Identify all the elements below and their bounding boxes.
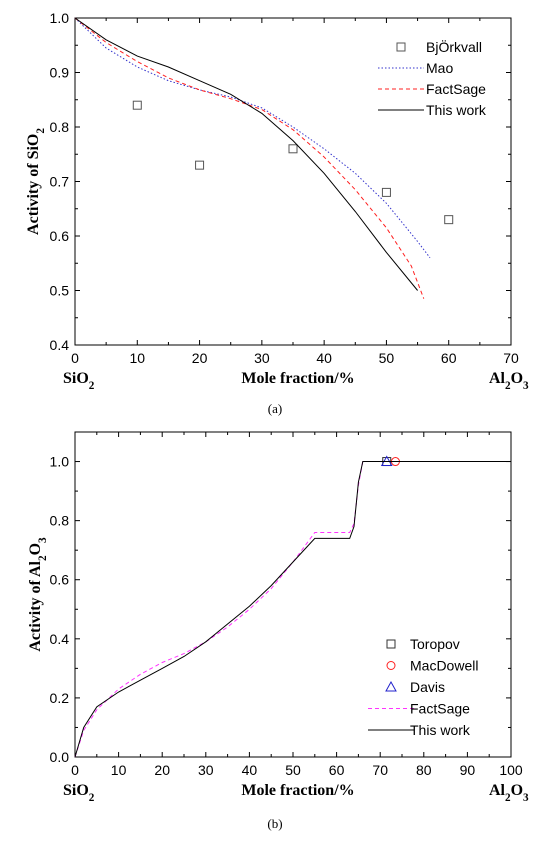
chart-a-legend-label-mao-1: Mao: [426, 60, 453, 76]
chart-a-series-bj-rkvall-0-point-4: [444, 215, 454, 225]
chart-a-series-bj-rkvall-0-point-3: [381, 187, 391, 197]
chart-b-legend-swatch-toropov-0: [386, 639, 396, 649]
chart-b-y-tick-label-2: 0.4: [50, 631, 70, 647]
chart-b-series-this-work-4-line: [74, 461, 511, 758]
chart-b-y-tick-label-4: 0.8: [50, 513, 70, 529]
chart-b-left-end-label-part-0: SiO: [63, 782, 89, 799]
chart-a-legend-label-factsage-2: FactSage: [426, 81, 486, 97]
chart-a-left-end-label: SiO2: [63, 370, 95, 392]
chart-a-left-end-label-part-0: SiO: [63, 370, 89, 387]
chart-a-legend-swatch-bj-rkvall-0: [396, 42, 406, 52]
chart-b-y-axis-label-part-3: 3: [37, 537, 49, 543]
chart-a-series-mao-1-line: [74, 17, 431, 259]
chart-a-right-end-label-part-2: O: [511, 370, 523, 387]
chart-a-x-tick-label-2: 20: [192, 350, 208, 366]
chart-b-x-tick-label-8: 80: [416, 762, 432, 778]
chart-a-series-bj-rkvall-0-point-2: [288, 144, 298, 154]
chart-a-y-axis-label-part-1: 2: [35, 128, 47, 134]
chart-a-series-factsage-2-line: [74, 17, 425, 299]
chart-a-y-tick-label-4: 0.8: [50, 119, 70, 135]
chart-b-legend-swatch-davis-2: [385, 680, 397, 692]
chart-b-x-tick-label-10: 100: [499, 762, 523, 778]
chart-a-legend-label-this-work-3: This work: [426, 102, 487, 118]
chart-a-right-end-label-part-1: 2: [505, 380, 511, 392]
chart-a-legend-label-bj-rkvall-0: BjÖrkvall: [426, 38, 482, 55]
chart-a-y-tick-label-2: 0.6: [50, 228, 70, 244]
chart-b-series-this-work-4: [74, 461, 511, 758]
chart-b-panel-label: (b): [267, 816, 282, 831]
chart-b-y-axis-label: Activity of Al2O3: [27, 537, 49, 652]
chart-a-series-mao-1: [74, 17, 431, 259]
chart-a-right-end-label: Al2O3: [489, 370, 529, 392]
chart-b-x-tick-label-5: 50: [285, 762, 301, 778]
chart-a-x-tick-label-3: 30: [254, 350, 270, 366]
chart-a-y-axis-label: Activity of SiO2: [25, 128, 47, 235]
chart-a-x-tick-label-5: 50: [379, 350, 395, 366]
chart-b-right-end-label: Al2O3: [489, 782, 529, 804]
chart-b-legend-label-factsage-3: FactSage: [410, 701, 470, 717]
chart-b-y-axis-label-part-0: Activity of Al: [27, 560, 44, 651]
chart-a-y-axis-label-part-0: Activity of SiO: [25, 134, 42, 235]
chart-a-series-bj-rkvall-0: [132, 100, 454, 225]
chart-b-right-end-label-part-2: O: [511, 782, 523, 799]
chart-b-x-tick-label-6: 60: [329, 762, 345, 778]
chart-b-right-end-label-part-0: Al: [489, 782, 506, 799]
chart-b-y-tick-label-3: 0.6: [50, 572, 70, 588]
chart-a-series-this-work-3-line: [74, 17, 418, 291]
chart-b-y-axis-label-part-2: O: [27, 543, 44, 555]
chart-b-x-tick-label-7: 70: [372, 762, 388, 778]
chart-b-y-tick-label-5: 1.0: [50, 454, 70, 470]
chart-b-x-tick-label-0: 0: [71, 762, 79, 778]
chart-b-x-tick-label-9: 90: [460, 762, 476, 778]
chart-a-panel-label: (a): [268, 401, 282, 416]
chart-b-left-end-label-part-1: 2: [89, 792, 95, 804]
chart-b-x-tick-label-3: 30: [198, 762, 214, 778]
chart-b-legend-label-davis-2: Davis: [410, 679, 445, 695]
chart-a-series-factsage-2: [74, 17, 425, 299]
chart-a-y-tick-label-3: 0.7: [50, 174, 70, 190]
chart-b: 0 10 20 30 40 50 60 70 80 90 100 0.0 0.2 0.4 0.6 0.8 1.0…: [27, 431, 529, 831]
chart-a-y-tick-label-0: 0.4: [50, 337, 70, 353]
chart-a: 0 10 20 30 40 50 60 70 0.4 0.5 0.6 0.7 0.8 0.9 1.0 Mole…: [25, 10, 529, 416]
chart-a-series-this-work-3: [74, 17, 418, 291]
chart-a-x-tick-label-0: 0: [71, 350, 79, 366]
chart-b-legend-label-toropov-0: Toropov: [410, 636, 460, 652]
chart-b-x-tick-label-1: 10: [111, 762, 127, 778]
chart-b-right-end-label-part-3: 3: [523, 792, 529, 804]
chart-a-left-end-label-part-1: 2: [89, 380, 95, 392]
chart-a-y-tick-label-1: 0.5: [50, 283, 70, 299]
chart-b-right-end-label-part-1: 2: [505, 792, 511, 804]
chart-a-x-tick-label-6: 60: [441, 350, 457, 366]
chart-a-x-tick-label-4: 40: [316, 350, 332, 366]
chart-a-y-tick-label-5: 0.9: [50, 65, 70, 81]
chart-b-y-axis-label-part-1: 2: [37, 555, 49, 561]
chart-b-y-tick-label-0: 0.0: [50, 749, 70, 765]
chart-b-legend-swatch-macdowell-1: [386, 661, 396, 670]
chart-a-x-tick-label-1: 10: [129, 350, 145, 366]
chart-b-legend-label-macdowell-1: MacDowell: [410, 658, 478, 674]
chart-b-x-tick-label-2: 20: [154, 762, 170, 778]
chart-b-left-end-label: SiO2: [63, 782, 95, 804]
chart-a-series-bj-rkvall-0-point-1: [195, 160, 205, 170]
chart-a-right-end-label-part-3: 3: [523, 380, 529, 392]
chart-b-legend-label-this-work-4: This work: [410, 722, 471, 738]
chart-a-y-tick-label-6: 1.0: [50, 10, 70, 26]
chart-b-x-axis-label: Mole fraction/%: [241, 782, 354, 799]
chart-a-series-bj-rkvall-0-point-0: [132, 100, 142, 110]
chart-b-x-tick-label-4: 40: [242, 762, 258, 778]
chart-b-y-tick-label-1: 0.2: [50, 690, 70, 706]
chart-a-x-axis-label: Mole fraction/%: [241, 370, 354, 387]
chart-a-right-end-label-part-0: Al: [489, 370, 506, 387]
chart-a-x-tick-label-7: 70: [503, 350, 519, 366]
